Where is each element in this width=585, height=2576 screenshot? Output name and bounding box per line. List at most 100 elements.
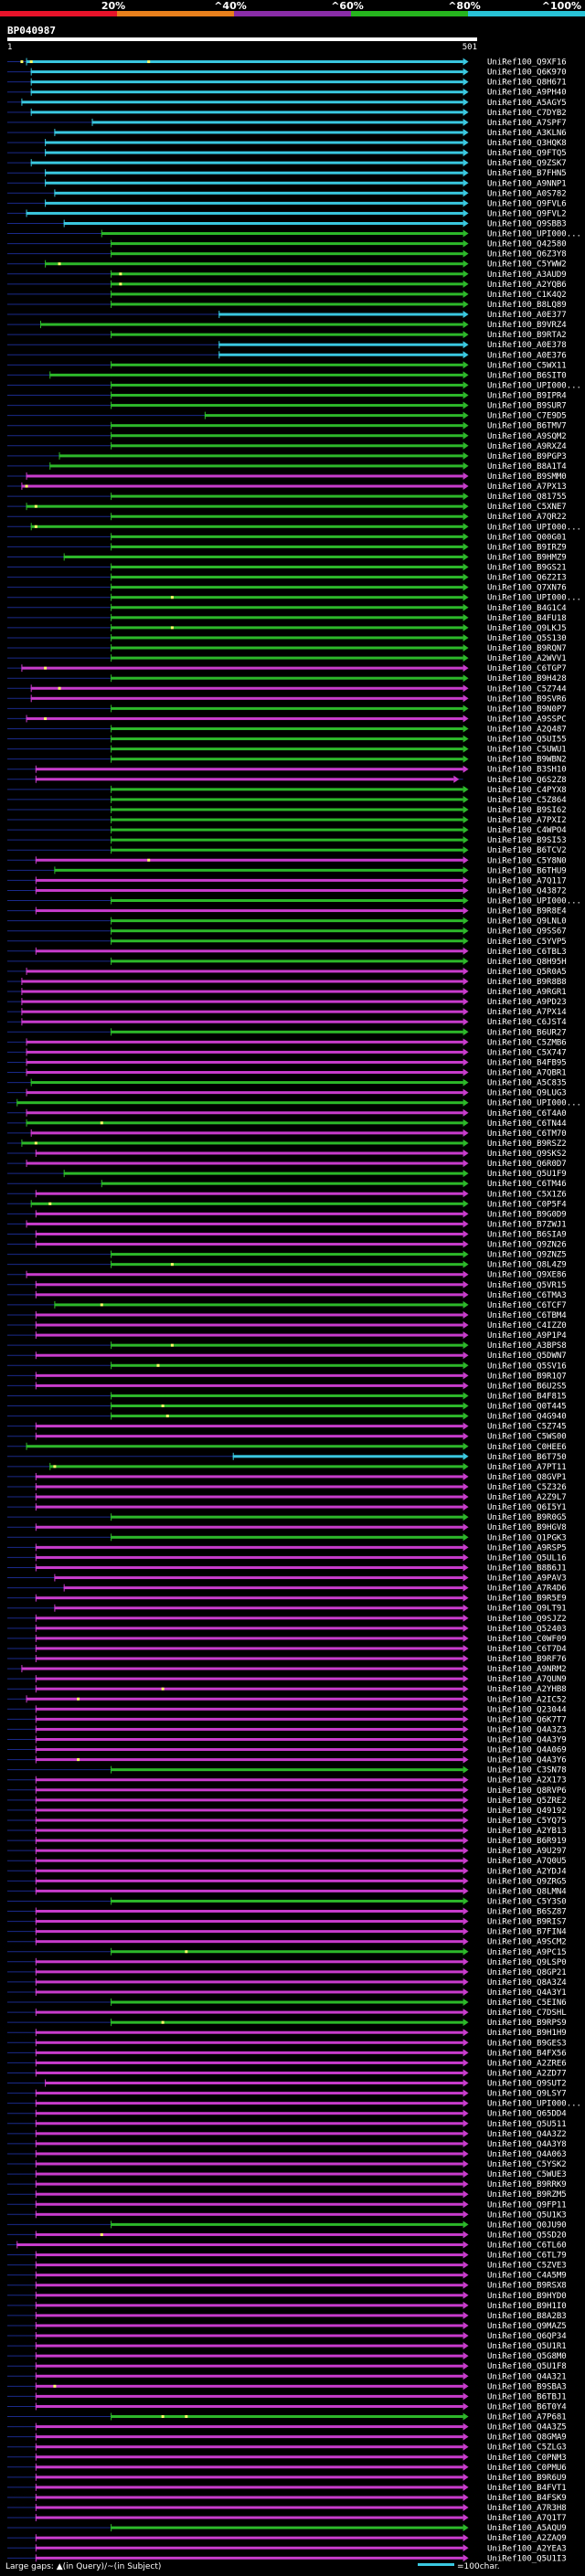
hit-row[interactable]: UniRef100_B9SI62 <box>7 805 567 815</box>
hit-row[interactable]: UniRef100_B6T0Y4 <box>7 2402 567 2412</box>
hit-label[interactable]: UniRef100_Q5U1F8 <box>487 2362 567 2371</box>
hit-row[interactable]: UniRef100_A5C835 <box>7 1078 567 1088</box>
hit-label[interactable]: UniRef100_C5YSK2 <box>487 2160 567 2169</box>
hit-row[interactable]: UniRef100_Q9XE86 <box>7 1270 567 1280</box>
hit-row[interactable]: UniRef100_Q6K970 <box>7 68 567 78</box>
hit-label[interactable]: UniRef100_C5WX11 <box>487 361 567 370</box>
hit-row[interactable]: UniRef100_B6SIA9 <box>7 1230 567 1239</box>
hit-row[interactable]: UniRef100_Q7XN76 <box>7 583 567 593</box>
hit-row[interactable]: UniRef100_C5Z745 <box>7 1422 567 1432</box>
hit-row[interactable]: UniRef100_B4FSK9 <box>7 2493 567 2503</box>
hit-label[interactable]: UniRef100_B6TCV2 <box>487 846 567 855</box>
hit-label[interactable]: UniRef100_C0PMU6 <box>487 2464 567 2473</box>
hit-label[interactable]: UniRef100_B7ZWJ1 <box>487 1220 567 1229</box>
hit-row[interactable]: UniRef100_C0PNM3 <box>7 2453 567 2463</box>
hit-row[interactable]: UniRef100_Q4A069 <box>7 1745 567 1755</box>
hit-label[interactable]: UniRef100_A5AGY5 <box>487 99 567 108</box>
hit-row[interactable]: UniRef100_Q9LUG3 <box>7 1088 567 1098</box>
hit-row[interactable]: UniRef100_B9R1Q7 <box>7 1372 567 1381</box>
hit-label[interactable]: UniRef100_C6TM46 <box>487 1180 567 1189</box>
hit-label[interactable]: UniRef100_Q7XN76 <box>487 584 567 593</box>
hit-row[interactable]: UniRef100_Q5UL16 <box>7 1553 567 1563</box>
hit-row[interactable]: UniRef100_A9PC15 <box>7 1947 567 1957</box>
hit-label[interactable]: UniRef100_C0HEE6 <box>487 1443 567 1452</box>
hit-label[interactable]: UniRef100_B9WBN2 <box>487 756 567 765</box>
hit-row[interactable]: UniRef100_B9SVR6 <box>7 694 567 704</box>
hit-label[interactable]: UniRef100_C5ZMB6 <box>487 1038 567 1047</box>
hit-label[interactable]: UniRef100_Q23044 <box>487 1705 567 1714</box>
hit-label[interactable]: UniRef100_A2ZRE6 <box>487 2059 567 2068</box>
hit-label[interactable]: UniRef100_B4FB95 <box>487 1058 567 1067</box>
hit-label[interactable]: UniRef100_C5Z744 <box>487 684 567 694</box>
hit-label[interactable]: UniRef100_C4PYX8 <box>487 786 567 795</box>
hit-row[interactable]: UniRef100_C5UWU1 <box>7 745 567 755</box>
hit-label[interactable]: UniRef100_Q9LKJ5 <box>487 624 567 633</box>
hit-label[interactable]: UniRef100_A2Q487 <box>487 725 567 734</box>
hit-row[interactable]: UniRef100_B9RSZ2 <box>7 1139 567 1149</box>
hit-label[interactable]: UniRef100_B9R5E9 <box>487 1595 567 1604</box>
hit-row[interactable]: UniRef100_C0PMU6 <box>7 2463 567 2473</box>
hit-label[interactable]: UniRef100_Q4A3Y6 <box>487 1756 567 1765</box>
hit-label[interactable]: UniRef100_B9IPR4 <box>487 392 567 401</box>
hit-label[interactable]: UniRef100_A9PC15 <box>487 1948 567 1957</box>
hit-label[interactable]: UniRef100_Q52403 <box>487 1625 567 1634</box>
hit-row[interactable]: UniRef100_Q0JU90 <box>7 2221 567 2230</box>
hit-label[interactable]: UniRef100_Q4A3Z5 <box>487 2423 567 2433</box>
hit-label[interactable]: UniRef100_B9RSZ2 <box>487 1140 567 1149</box>
hit-label[interactable]: UniRef100_B4FX56 <box>487 2049 567 2058</box>
hit-label[interactable]: UniRef100_Q4A3Y1 <box>487 1988 567 1998</box>
hit-label[interactable]: UniRef100_B9RQN7 <box>487 644 567 653</box>
hit-row[interactable]: UniRef100_C5Z744 <box>7 684 567 694</box>
hit-row[interactable]: UniRef100_A0E376 <box>7 351 567 360</box>
hit-row[interactable]: UniRef100_A9RXZ4 <box>7 441 567 451</box>
hit-row[interactable]: UniRef100_Q5U1F9 <box>7 1170 567 1179</box>
hit-row[interactable]: UniRef100_Q8GVP1 <box>7 1472 567 1482</box>
hit-label[interactable]: UniRef100_Q8GMA9 <box>487 2433 567 2443</box>
hit-label[interactable]: UniRef100_C5Y8N0 <box>487 856 567 865</box>
hit-row[interactable]: UniRef100_C0P5F4 <box>7 1200 567 1209</box>
hit-label[interactable]: UniRef100_Q4A3Y8 <box>487 2140 567 2149</box>
hit-label[interactable]: UniRef100_B9H428 <box>487 674 567 684</box>
hit-label[interactable]: UniRef100_UPI000... <box>487 230 581 239</box>
hit-row[interactable]: UniRef100_A9SSPC <box>7 715 567 724</box>
hit-label[interactable]: UniRef100_Q0T445 <box>487 1403 567 1412</box>
hit-row[interactable]: UniRef100_Q5U1R1 <box>7 2342 567 2351</box>
hit-row[interactable]: UniRef100_B9HMZ9 <box>7 553 567 562</box>
hit-row[interactable]: UniRef100_A0E378 <box>7 341 567 350</box>
hit-row[interactable]: UniRef100_C5ZLG3 <box>7 2443 567 2453</box>
hit-row[interactable]: UniRef100_Q23044 <box>7 1705 567 1714</box>
hit-row[interactable]: UniRef100_C5ZVE3 <box>7 2261 567 2271</box>
hit-row[interactable]: UniRef100_C6T7D4 <box>7 1644 567 1654</box>
hit-label[interactable]: UniRef100_A2ZAQ9 <box>487 2534 567 2543</box>
hit-label[interactable]: UniRef100_B6U2S5 <box>487 1382 567 1391</box>
hit-row[interactable]: UniRef100_Q1PGK3 <box>7 1533 567 1542</box>
hit-row[interactable]: UniRef100_Q4A3Y6 <box>7 1755 567 1765</box>
hit-row[interactable]: UniRef100_Q6QP34 <box>7 2332 567 2341</box>
hit-label[interactable]: UniRef100_B6SZ87 <box>487 1908 567 1917</box>
hit-row[interactable]: UniRef100_A7P681 <box>7 2412 567 2422</box>
hit-row[interactable]: UniRef100_C5YQ75 <box>7 1816 567 1826</box>
hit-label[interactable]: UniRef100_Q9SUT2 <box>487 2080 567 2089</box>
hit-label[interactable]: UniRef100_Q8H95H <box>487 958 567 967</box>
hit-row[interactable]: UniRef100_C6TL60 <box>7 2241 567 2250</box>
hit-row[interactable]: UniRef100_Q8GP21 <box>7 1967 567 1977</box>
hit-label[interactable]: UniRef100_Q5U1F9 <box>487 1170 567 1179</box>
hit-label[interactable]: UniRef100_Q9ZN26 <box>487 1241 567 1250</box>
hit-label[interactable]: UniRef100_C6TBL3 <box>487 948 567 957</box>
hit-row[interactable]: UniRef100_C6TCF7 <box>7 1300 567 1310</box>
hit-row[interactable]: UniRef100_B4FVT1 <box>7 2483 567 2493</box>
hit-row[interactable]: UniRef100_A7Q117 <box>7 876 567 885</box>
hit-label[interactable]: UniRef100_B6TBJ1 <box>487 2392 567 2401</box>
hit-row[interactable]: UniRef100_Q4A3Y9 <box>7 1735 567 1744</box>
hit-row[interactable]: UniRef100_A2YQB6 <box>7 280 567 290</box>
hit-row[interactable]: UniRef100_C6T4A0 <box>7 1108 567 1118</box>
hit-label[interactable]: UniRef100_Q9MAZ5 <box>487 2322 567 2331</box>
hit-label[interactable]: UniRef100_Q5UI55 <box>487 736 567 745</box>
hit-label[interactable]: UniRef100_A9SQM2 <box>487 432 567 441</box>
hit-row[interactable]: UniRef100_A9PH40 <box>7 88 567 98</box>
hit-label[interactable]: UniRef100_Q1PGK3 <box>487 1533 567 1542</box>
hit-row[interactable]: UniRef100_Q5U1I3 <box>7 2554 567 2563</box>
hit-row[interactable]: UniRef100_C6TMA3 <box>7 1290 567 1300</box>
hit-label[interactable]: UniRef100_A7PX14 <box>487 1008 567 1017</box>
hit-label[interactable]: UniRef100_A7QR22 <box>487 513 567 522</box>
